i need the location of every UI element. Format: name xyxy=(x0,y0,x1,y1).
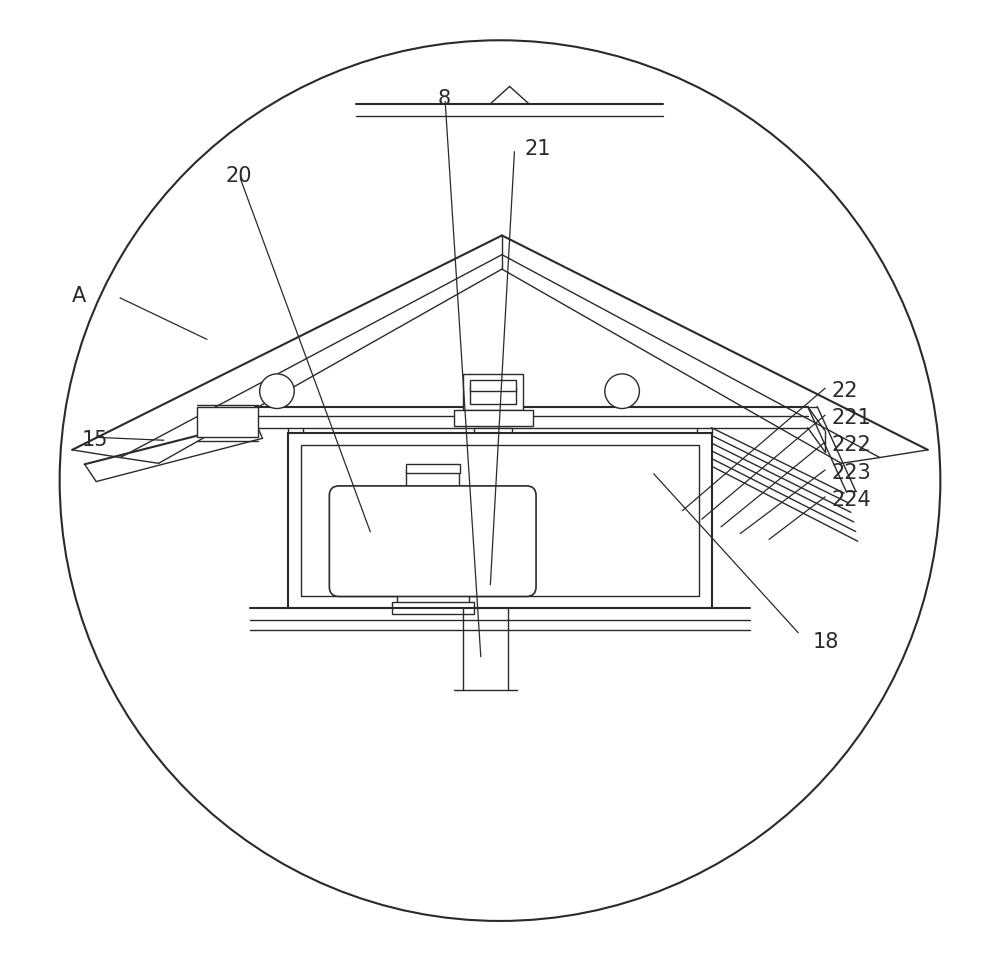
Bar xyxy=(406,471,459,485)
Circle shape xyxy=(60,41,940,921)
Bar xyxy=(454,410,533,425)
Bar xyxy=(413,484,453,495)
Circle shape xyxy=(260,374,294,408)
Text: 222: 222 xyxy=(832,435,871,455)
Bar xyxy=(406,464,460,474)
Bar xyxy=(301,445,699,596)
Text: 18: 18 xyxy=(812,632,839,652)
Text: 20: 20 xyxy=(226,165,252,186)
Bar xyxy=(392,602,474,614)
Text: 221: 221 xyxy=(832,408,871,428)
Text: 224: 224 xyxy=(832,490,871,510)
Bar xyxy=(474,427,512,439)
Text: 22: 22 xyxy=(832,381,858,401)
Bar xyxy=(288,432,712,608)
Bar xyxy=(197,406,258,437)
Text: 223: 223 xyxy=(832,463,871,483)
Bar xyxy=(470,387,516,403)
Text: 8: 8 xyxy=(438,89,451,109)
Bar xyxy=(470,379,516,392)
Circle shape xyxy=(605,374,639,408)
Text: 21: 21 xyxy=(524,139,551,159)
Text: 15: 15 xyxy=(82,430,108,451)
Bar xyxy=(397,587,469,604)
Text: A: A xyxy=(72,286,86,306)
FancyBboxPatch shape xyxy=(329,485,536,597)
Bar xyxy=(463,374,523,410)
